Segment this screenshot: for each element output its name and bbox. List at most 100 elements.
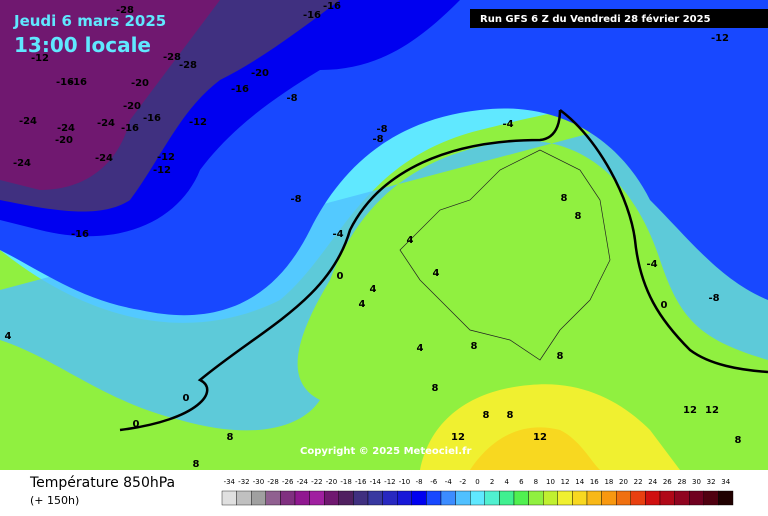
isotherm-zero: [119, 109, 562, 432]
scale-label: -26: [282, 478, 294, 486]
scale-swatch: [499, 490, 515, 506]
contour-label: 8: [561, 193, 568, 204]
footer-title: Température 850hPa: [29, 475, 175, 491]
contour-label: -16: [143, 113, 161, 124]
contour-label: -28: [179, 60, 197, 71]
contour-label: -16: [56, 77, 74, 88]
contour-label: -20: [55, 135, 73, 146]
contour-label: 4: [359, 299, 366, 310]
contour-label: 8: [575, 211, 582, 222]
scale-swatch: [367, 490, 383, 506]
contour-label: -4: [502, 119, 513, 130]
scale-label: 4: [504, 478, 509, 486]
scale-label: 12: [561, 478, 570, 486]
scale-swatch: [689, 490, 705, 506]
contour-label: 8: [471, 341, 478, 352]
scale-swatch: [236, 490, 252, 506]
contour-label: -8: [286, 93, 297, 104]
contour-label: -24: [97, 118, 115, 129]
scale-swatch: [470, 490, 486, 506]
contour-label: 8: [432, 383, 439, 394]
date: Jeudi 6 mars 2025: [13, 12, 166, 30]
scale-label: -24: [297, 478, 309, 486]
contour-label: 8: [507, 410, 514, 421]
scale-swatch: [294, 490, 310, 506]
contour-label: -8: [376, 124, 387, 135]
scale-swatch: [645, 490, 661, 506]
scale-swatch: [718, 490, 734, 506]
contour-label: -4: [646, 259, 657, 270]
scale-label: 14: [575, 478, 584, 486]
coastline: [399, 149, 611, 361]
scale-swatch: [397, 490, 413, 506]
scale-label: 28: [677, 478, 686, 486]
contour-label: 8: [735, 435, 742, 446]
scale-label: -2: [459, 478, 466, 486]
scale-swatch: [572, 490, 588, 506]
scale-swatch: [280, 490, 296, 506]
scale-swatch: [455, 490, 471, 506]
copyright: Copyright © 2025 Meteociel.fr: [300, 446, 471, 457]
zone-purple: [0, 0, 220, 190]
scale-label: -18: [340, 478, 351, 486]
scale-swatch: [513, 490, 529, 506]
scale-label: 10: [546, 478, 555, 486]
scale-swatch: [353, 490, 369, 506]
contour-label: -12: [31, 53, 49, 64]
contour-label: -16: [303, 10, 321, 21]
contour-label: -4: [332, 229, 343, 240]
scale-swatch: [659, 490, 675, 506]
contour-label: -28: [116, 5, 134, 16]
map: [0, 0, 768, 470]
scale-label: 22: [634, 478, 643, 486]
run-box: [470, 9, 768, 28]
contour-label: -12: [153, 165, 171, 176]
scale-swatch: [703, 490, 719, 506]
contour-label: -28: [163, 52, 181, 63]
scale-label: -12: [384, 478, 395, 486]
contour-label: 8: [557, 351, 564, 362]
contour-label: 8: [193, 459, 200, 470]
scale-label: -8: [416, 478, 423, 486]
contour-label: -24: [57, 123, 75, 134]
contour-label: 4: [433, 268, 440, 279]
scale-swatch: [309, 490, 325, 506]
scale-swatch: [440, 490, 456, 506]
contour-label: 4: [370, 284, 377, 295]
scale-label: 32: [707, 478, 716, 486]
zone-warmer: [470, 427, 600, 470]
contour-label: 4: [5, 331, 12, 342]
scale-swatch: [221, 490, 237, 506]
scale-label: -32: [238, 478, 249, 486]
scale-swatch: [411, 490, 427, 506]
contour-label: 4: [407, 235, 414, 246]
time: 13:00 locale: [14, 33, 151, 57]
scale-swatch: [382, 490, 398, 506]
scale-label: 30: [692, 478, 701, 486]
contour-label: 12: [705, 405, 719, 416]
contour-label: 12: [451, 432, 465, 443]
scale-label: 0: [475, 478, 479, 486]
contour-label: -24: [95, 153, 113, 164]
contour-label: -16: [69, 77, 87, 88]
contour-label: -12: [711, 33, 729, 44]
zone-warm: [420, 384, 680, 470]
contour-label: 4: [417, 343, 424, 354]
footer-lead: (+ 150h): [30, 494, 79, 507]
scale-label: -4: [445, 478, 453, 486]
contour-label: -24: [13, 158, 31, 169]
contour-label: 8: [227, 432, 234, 443]
scale-label: -34: [224, 478, 236, 486]
scale-label: -20: [326, 478, 337, 486]
scale-label: 24: [648, 478, 657, 486]
contour-label: 8: [483, 410, 490, 421]
zone-cool: [0, 120, 768, 431]
contour-label: 12: [683, 405, 697, 416]
scale-label: -28: [267, 478, 278, 486]
scale-label: -22: [311, 478, 322, 486]
contour-label: -20: [131, 78, 149, 89]
scale-swatch: [674, 490, 690, 506]
scale-label: -10: [399, 478, 410, 486]
scale-swatch: [557, 490, 573, 506]
